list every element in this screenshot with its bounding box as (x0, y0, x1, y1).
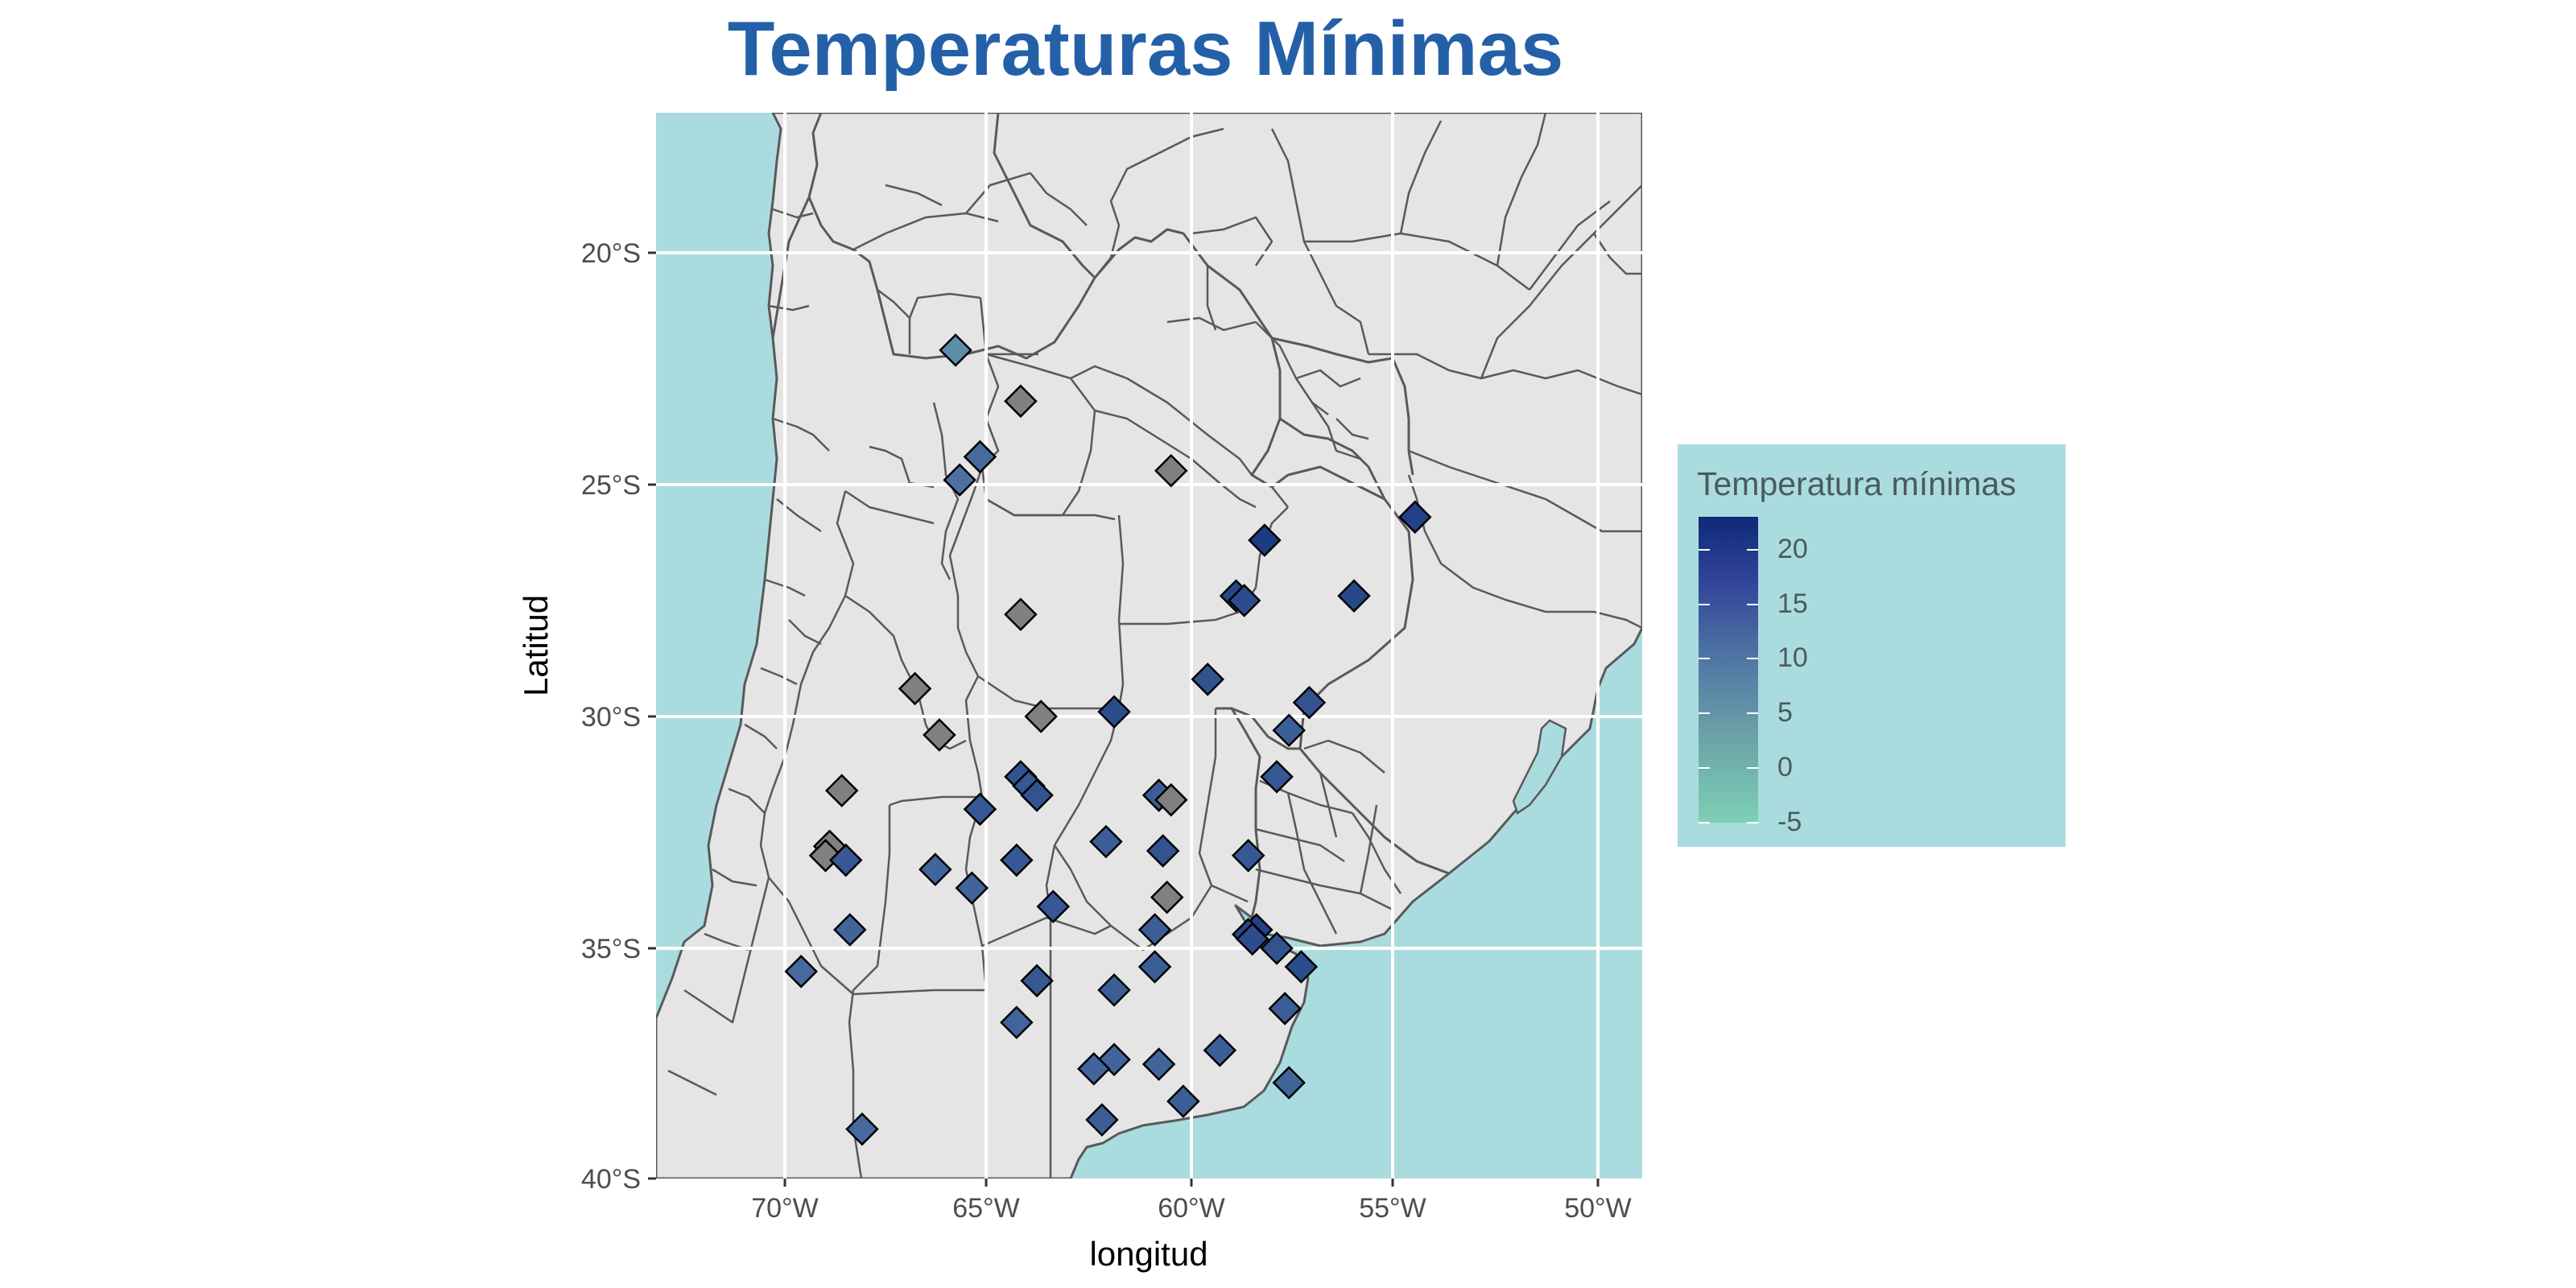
legend-tick-mark (1699, 712, 1758, 715)
station-marker-56 (1166, 1084, 1200, 1118)
legend-tick-label: 5 (1777, 697, 1793, 729)
station-marker-19 (1260, 760, 1294, 794)
station-marker-25 (1154, 782, 1188, 817)
station-marker-9 (1227, 584, 1261, 617)
legend-tick-mark (1699, 767, 1758, 770)
color-legend: Temperatura mínimas 20 15 10 5 0 -5 (1678, 444, 2066, 847)
station-marker-17 (1272, 713, 1306, 748)
x-tick-label: 70°W (751, 1193, 819, 1224)
station-marker-23 (824, 774, 859, 807)
station-marker-11 (1004, 597, 1038, 632)
x-tick-label: 50°W (1564, 1193, 1632, 1224)
legend-tick-label: -5 (1777, 807, 1802, 837)
x-tick-label: 60°W (1158, 1193, 1225, 1224)
station-marker-1 (939, 333, 972, 367)
legend-tick-mark (1699, 658, 1758, 660)
station-marker-5 (1154, 453, 1188, 488)
station-marker-47 (1020, 964, 1054, 998)
station-marker-51 (1203, 1033, 1237, 1067)
legend-tick-label: 15 (1777, 588, 1808, 619)
station-marker-30 (1231, 839, 1265, 873)
station-marker-4 (943, 463, 976, 497)
station-marker-14 (1024, 700, 1058, 733)
station-marker-33 (1000, 843, 1034, 877)
station-marker-54 (1141, 1047, 1176, 1081)
legend-tick-label: 10 (1777, 642, 1808, 674)
legend-tick-mark (1699, 822, 1758, 824)
station-marker-36 (1150, 880, 1184, 914)
axis-ticks (648, 251, 1600, 1187)
legend-colorbar (1699, 517, 1758, 823)
station-marker-55 (1272, 1066, 1306, 1100)
station-marker-50 (1000, 1005, 1034, 1039)
y-tick-label: 25°S (581, 470, 641, 501)
station-marker-49 (1268, 992, 1302, 1026)
station-marker-7 (1248, 523, 1282, 557)
y-tick-label: 35°S (581, 934, 641, 964)
station-marker-34 (919, 852, 952, 886)
station-marker-43 (1260, 931, 1294, 965)
station-marker-53 (1077, 1051, 1111, 1086)
x-axis-title: longitud (1089, 1235, 1208, 1273)
lagoon (1512, 719, 1567, 815)
y-axis-title: Latitud (517, 595, 555, 696)
station-marker-46 (1137, 950, 1172, 984)
legend-tick-mark (1699, 603, 1758, 605)
station-marker-22 (1020, 778, 1054, 812)
station-marker-44 (1284, 950, 1319, 984)
station-marker-10 (1337, 579, 1371, 613)
y-tick-label: 20°S (581, 238, 641, 269)
station-markers (784, 333, 1432, 1146)
station-marker-42 (1235, 922, 1269, 956)
station-marker-26 (963, 792, 997, 826)
station-marker-13 (898, 671, 932, 706)
station-marker-38 (833, 913, 867, 947)
station-marker-58 (845, 1112, 879, 1146)
station-marker-12 (1191, 663, 1224, 696)
legend-tick-label: 0 (1777, 752, 1793, 783)
chart-title: Temperaturas Mínimas (727, 6, 1564, 92)
station-marker-16 (1292, 685, 1327, 720)
legend-tick-mark (1699, 548, 1758, 551)
station-marker-45 (784, 955, 818, 989)
station-marker-6 (1397, 500, 1432, 535)
station-marker-3 (963, 440, 997, 474)
station-marker-15 (1097, 695, 1131, 729)
graticule (656, 113, 1642, 1179)
station-marker-35 (955, 871, 989, 905)
station-marker-32 (1146, 834, 1180, 868)
station-marker-2 (1004, 384, 1038, 419)
x-tick-label: 65°W (952, 1193, 1020, 1224)
legend-tick-label: 20 (1777, 533, 1808, 564)
station-marker-18 (923, 718, 956, 752)
map-plot: 20°S 25°S 30°S 35°S 40°S 70°W 65°W 60°W … (517, 113, 1642, 1273)
legend-title: Temperatura mínimas (1697, 465, 2017, 502)
station-marker-57 (1085, 1103, 1119, 1137)
x-tick-label: 55°W (1359, 1193, 1426, 1224)
station-marker-27 (1089, 824, 1123, 859)
station-marker-39 (1137, 913, 1172, 947)
y-tick-label: 30°S (581, 702, 641, 733)
station-marker-48 (1097, 973, 1131, 1007)
y-tick-label: 40°S (581, 1164, 641, 1195)
station-marker-31 (828, 843, 863, 877)
province-borders (667, 113, 1642, 1179)
station-marker-37 (1036, 890, 1071, 923)
